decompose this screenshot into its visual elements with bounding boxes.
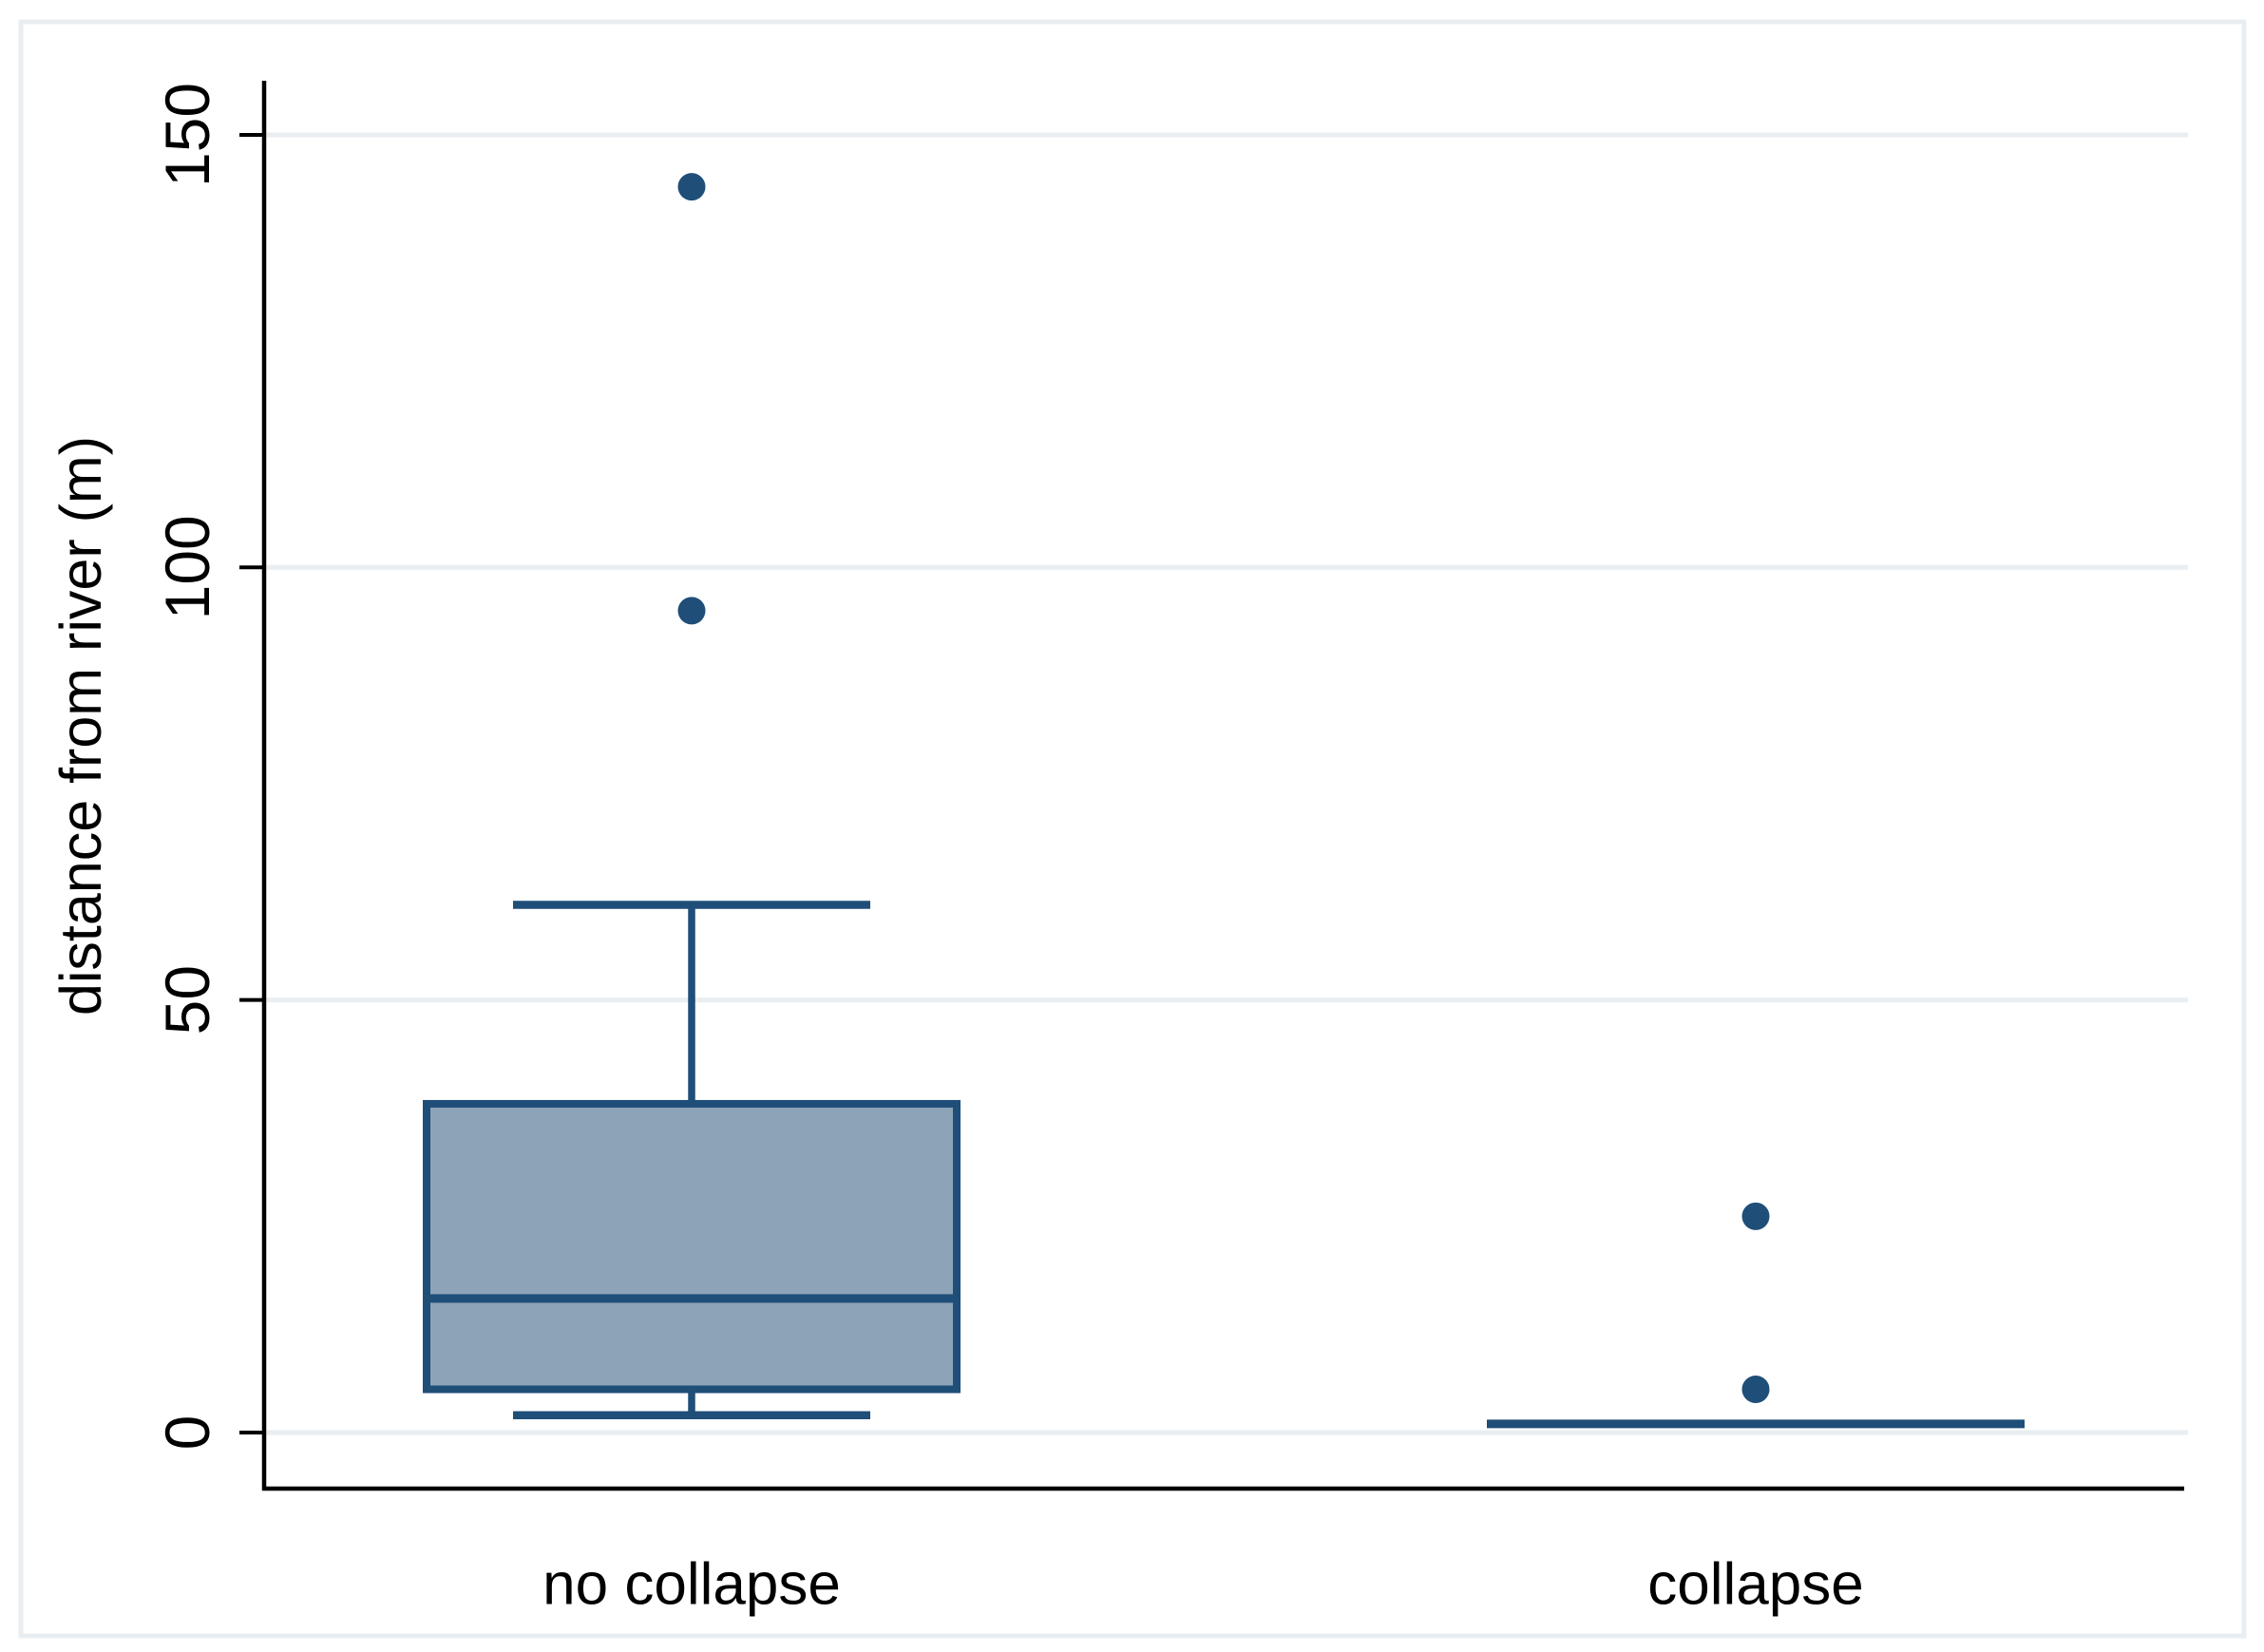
outlier-dot-collapse — [1741, 1202, 1770, 1230]
outlier-dot-no-collapse — [677, 173, 706, 201]
y-tick-label-100: 100 — [152, 515, 222, 619]
box-no-collapse — [423, 1099, 961, 1394]
y-tick-label-0: 0 — [152, 1415, 222, 1451]
y-tick-label-50: 50 — [152, 965, 222, 1035]
outlier-dot-collapse — [1741, 1375, 1770, 1403]
outlier-dot-no-collapse — [677, 597, 706, 625]
x-category-label-collapse: collapse — [1647, 1552, 1863, 1618]
figure-border — [18, 19, 2247, 1639]
x-category-label-no-collapse: no collapse — [542, 1552, 841, 1618]
y-tick-label-150: 150 — [152, 83, 222, 187]
y-axis-title: distance from river (m) — [48, 436, 113, 1016]
